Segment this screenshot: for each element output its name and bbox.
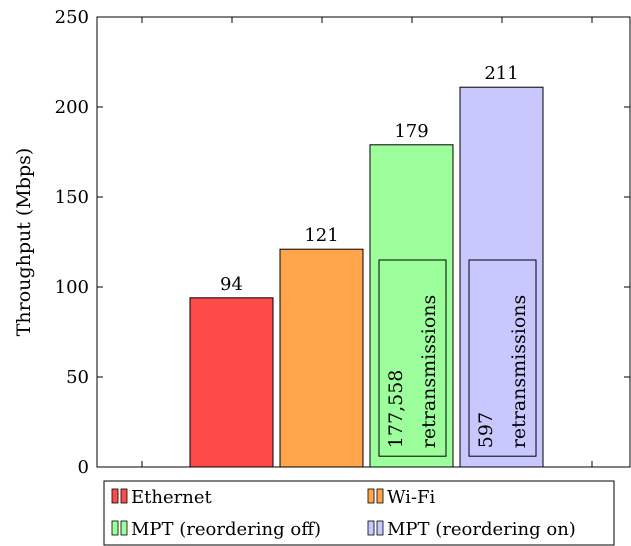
legend-swatch (120, 488, 128, 504)
y-tick-label: 50 (66, 367, 89, 388)
bar-3 (369, 144, 454, 468)
legend-swatch (367, 520, 375, 536)
legend-label: Ethernet (131, 487, 212, 508)
bar-4 (459, 86, 544, 468)
annotation-text: retransmissions (508, 295, 530, 448)
legend-label: MPT (reordering off) (131, 519, 321, 540)
legend-swatch (376, 488, 384, 504)
bar-value-label: 121 (304, 225, 338, 246)
legend-swatch (120, 520, 128, 536)
annotation-text: 597 (475, 412, 497, 448)
annotation-text: 177,558 (385, 370, 407, 449)
bar-1 (189, 297, 274, 468)
annotation-box (468, 259, 537, 457)
legend-swatch (376, 520, 384, 536)
y-tick-label: 250 (55, 7, 89, 28)
y-axis-label: Throughput (Mbps) (13, 148, 35, 337)
plot-frame (96, 16, 631, 468)
bar-value-label: 211 (484, 63, 518, 84)
annotation-box (378, 259, 447, 457)
y-tick-label: 100 (55, 277, 89, 298)
legend-label: Wi-Fi (387, 487, 436, 508)
bar-2 (279, 248, 364, 468)
legend-box (103, 480, 615, 546)
legend-swatch (367, 488, 375, 504)
legend-label: MPT (reordering on) (387, 519, 576, 540)
legend-swatch (111, 488, 119, 504)
legend-swatch (111, 520, 119, 536)
bar-value-label: 94 (220, 274, 243, 295)
y-tick-label: 200 (55, 97, 89, 118)
y-tick-label: 0 (78, 457, 89, 478)
bar-value-label: 179 (394, 121, 428, 142)
y-tick-label: 150 (55, 187, 89, 208)
annotation-text: retransmissions (418, 295, 440, 448)
